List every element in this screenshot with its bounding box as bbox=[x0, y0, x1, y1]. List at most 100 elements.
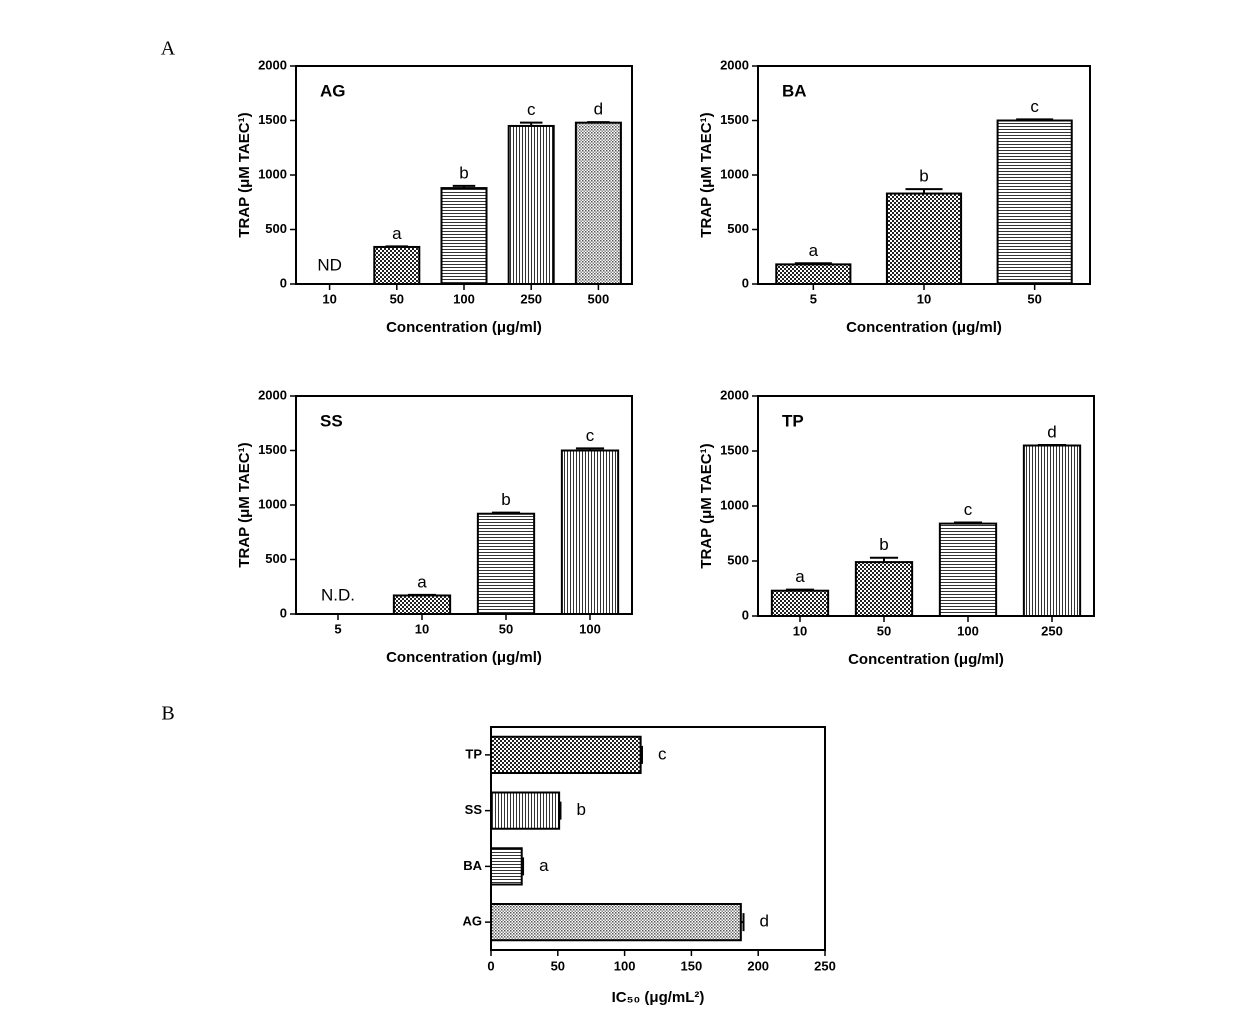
error-bar bbox=[869, 556, 899, 563]
error-bar bbox=[953, 521, 983, 524]
panel-title: AG bbox=[320, 81, 346, 100]
plot-frame bbox=[490, 726, 826, 951]
bar bbox=[490, 791, 561, 830]
error-bar bbox=[575, 447, 605, 451]
plot-frame bbox=[295, 65, 633, 285]
error-bar bbox=[587, 121, 610, 124]
bar bbox=[507, 124, 555, 285]
significance-letter: b bbox=[501, 490, 510, 509]
error-bar bbox=[905, 188, 943, 194]
y-tick-label: 500 bbox=[265, 551, 287, 566]
panel-label: B bbox=[161, 703, 174, 725]
y-tick-label: 1500 bbox=[258, 112, 287, 127]
error-bar bbox=[640, 745, 643, 764]
x-axis-label: Concentration (μg/ml) bbox=[848, 651, 1004, 668]
x-tick-label: 10 bbox=[793, 623, 807, 638]
panel-title: TP bbox=[782, 411, 804, 430]
bar bbox=[770, 589, 830, 618]
x-tick-label: 50 bbox=[499, 621, 513, 636]
error-bar bbox=[559, 801, 562, 820]
plot-frame bbox=[757, 395, 1095, 617]
x-axis-label: Concentration (μg/ml) bbox=[846, 319, 1002, 336]
bar bbox=[854, 561, 914, 617]
error-bar bbox=[491, 511, 521, 514]
y-tick-label: 2000 bbox=[720, 57, 749, 72]
panel-title: BA bbox=[782, 81, 807, 100]
error-bar bbox=[407, 593, 437, 596]
bar bbox=[490, 735, 642, 774]
bar bbox=[560, 449, 620, 615]
y-axis-label: TRAP (μM TAEC¹) bbox=[236, 442, 253, 567]
significance-letter: a bbox=[417, 572, 427, 591]
plot-frame bbox=[295, 395, 633, 615]
significance-letter: a bbox=[795, 567, 805, 586]
x-tick-label: 10 bbox=[415, 621, 429, 636]
significance-letter: a bbox=[539, 856, 549, 875]
y-tick-label: 1000 bbox=[720, 166, 749, 181]
significance-letter: c bbox=[527, 100, 536, 119]
panel-label: A bbox=[161, 38, 176, 60]
significance-letter: a bbox=[809, 241, 819, 260]
y-tick-label: 1500 bbox=[258, 442, 287, 457]
x-tick-label: 5 bbox=[810, 291, 817, 306]
y-tick-label: AG bbox=[463, 914, 483, 929]
significance-letter: ND bbox=[317, 255, 342, 274]
y-tick-label: 500 bbox=[727, 221, 749, 236]
significance-letter: d bbox=[594, 100, 603, 119]
x-tick-label: 10 bbox=[917, 291, 931, 306]
significance-letter: b bbox=[576, 800, 585, 819]
bar bbox=[885, 192, 963, 285]
significance-letter: c bbox=[658, 744, 667, 763]
bar bbox=[574, 121, 622, 286]
x-tick-label: 500 bbox=[588, 291, 610, 306]
x-tick-label: 0 bbox=[487, 958, 494, 973]
x-tick-label: 50 bbox=[551, 958, 565, 973]
bar bbox=[490, 847, 523, 886]
bar bbox=[373, 245, 421, 286]
x-tick-label: 100 bbox=[579, 621, 601, 636]
y-tick-label: 2000 bbox=[720, 387, 749, 402]
error-bar bbox=[519, 121, 543, 126]
significance-letter: c bbox=[964, 500, 973, 519]
bar bbox=[775, 263, 852, 286]
error-bar bbox=[521, 857, 525, 876]
error-bar bbox=[740, 913, 745, 932]
error-bar bbox=[1016, 118, 1054, 121]
y-tick-label: 0 bbox=[742, 607, 749, 622]
significance-letter: b bbox=[879, 535, 888, 554]
x-axis-label: Concentration (μg/ml) bbox=[386, 319, 542, 336]
significance-letter: b bbox=[919, 167, 928, 186]
x-tick-label: 250 bbox=[814, 958, 836, 973]
bar bbox=[1022, 444, 1082, 617]
x-tick-label: 100 bbox=[614, 958, 636, 973]
x-tick-label: 250 bbox=[520, 291, 542, 306]
error-bar bbox=[385, 245, 409, 248]
y-tick-label: 500 bbox=[265, 221, 287, 236]
y-tick-label: BA bbox=[463, 858, 482, 873]
y-axis-label: TRAP (μM TAEC¹) bbox=[236, 112, 253, 237]
panel-title: SS bbox=[320, 411, 343, 430]
bar bbox=[996, 119, 1073, 285]
significance-letter: c bbox=[586, 426, 595, 445]
y-axis-label: TRAP (μM TAEC¹) bbox=[698, 443, 715, 568]
y-tick-label: 0 bbox=[280, 275, 287, 290]
y-tick-label: 0 bbox=[742, 275, 749, 290]
x-tick-label: 100 bbox=[453, 291, 475, 306]
significance-letter: a bbox=[392, 224, 402, 243]
y-tick-label: TP bbox=[465, 746, 482, 761]
x-axis-label: IC₅₀ (μg/mL²) bbox=[612, 989, 705, 1006]
x-tick-label: 100 bbox=[957, 623, 979, 638]
y-tick-label: SS bbox=[465, 802, 483, 817]
y-tick-label: 1000 bbox=[258, 166, 287, 181]
y-tick-label: 2000 bbox=[258, 387, 287, 402]
significance-letter: c bbox=[1030, 97, 1039, 116]
x-tick-label: 10 bbox=[322, 291, 336, 306]
significance-letter: d bbox=[760, 912, 769, 931]
y-tick-label: 1000 bbox=[258, 496, 287, 511]
x-tick-label: 200 bbox=[747, 958, 769, 973]
error-bar bbox=[452, 184, 476, 189]
significance-letter: N.D. bbox=[321, 585, 355, 604]
x-tick-label: 150 bbox=[681, 958, 703, 973]
bar bbox=[938, 522, 998, 617]
